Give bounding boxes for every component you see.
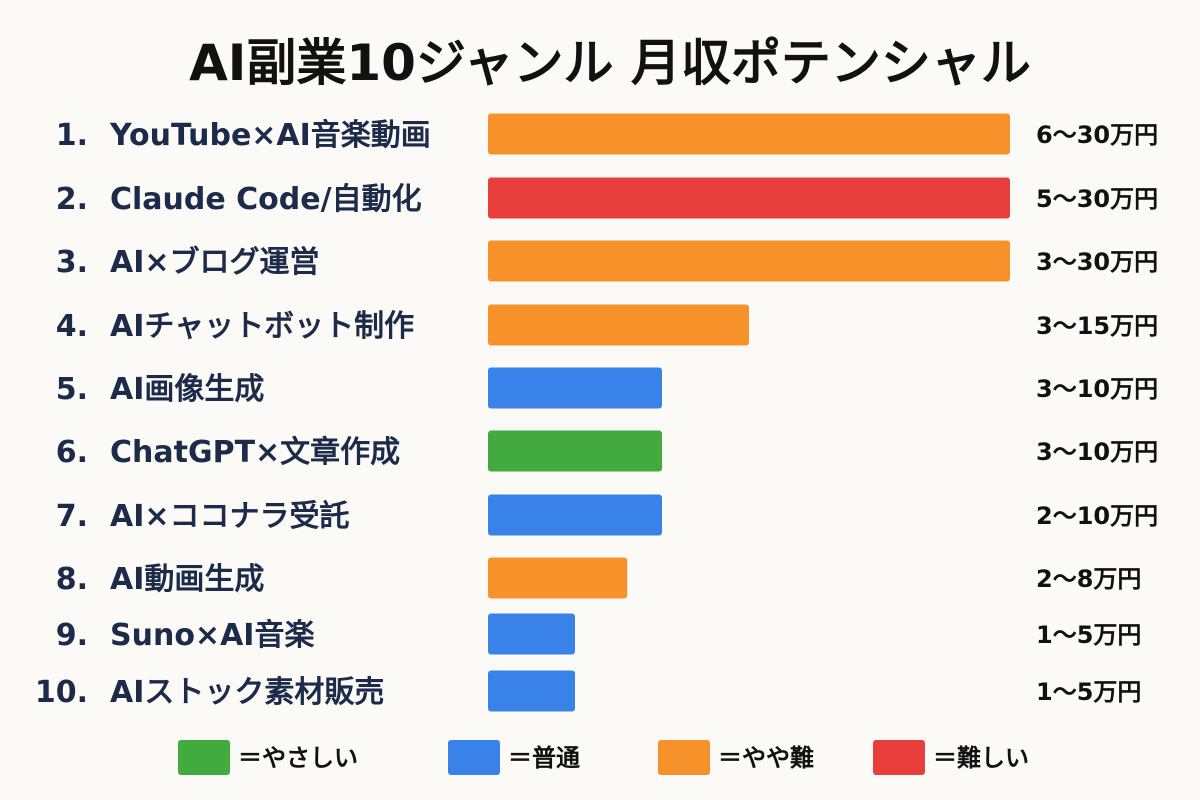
- rank-label: 7.: [56, 499, 88, 534]
- legend: ＝やさしい ＝普通 ＝やや難 ＝難しい: [178, 740, 1029, 775]
- bar: [488, 240, 1010, 282]
- category-label: Suno×AI音楽: [110, 618, 314, 653]
- bar: [488, 177, 1010, 219]
- value-label: 1～5万円: [1036, 621, 1141, 649]
- bar-row: 6. ChatGPT×文章作成 3～10万円: [56, 430, 1158, 472]
- rank-label: 6.: [56, 435, 88, 470]
- legend-label: ＝やや難: [718, 744, 814, 772]
- category-label: AI×ココナラ受託: [110, 499, 350, 534]
- legend-swatch: [178, 740, 230, 775]
- legend-item-orange: ＝やや難: [658, 740, 814, 775]
- bar-row: 4. AIチャットボット制作 3～15万円: [56, 304, 1158, 346]
- value-label: 3～10万円: [1036, 375, 1158, 403]
- legend-swatch: [873, 740, 925, 775]
- legend-swatch: [448, 740, 500, 775]
- legend-label: ＝難しい: [933, 744, 1029, 772]
- value-label: 3～30万円: [1036, 248, 1158, 276]
- legend-label: ＝普通: [508, 744, 580, 772]
- bar: [488, 304, 749, 346]
- bar-row: 3. AI×ブログ運営 3～30万円: [56, 240, 1158, 282]
- rank-label: 3.: [56, 245, 88, 280]
- category-label: AI画像生成: [110, 372, 264, 407]
- value-label: 2～10万円: [1036, 502, 1158, 530]
- legend-item-red: ＝難しい: [873, 740, 1029, 775]
- rank-label: 2.: [56, 182, 88, 217]
- category-label: AIチャットボット制作: [110, 309, 414, 344]
- rank-label: 9.: [56, 618, 88, 653]
- value-label: 2～8万円: [1036, 565, 1141, 593]
- bar-row: 5. AI画像生成 3～10万円: [56, 367, 1158, 409]
- legend-item-green: ＝やさしい: [178, 740, 358, 775]
- category-label: ChatGPT×文章作成: [110, 435, 400, 470]
- bar: [488, 557, 628, 599]
- rank-label: 1.: [56, 118, 88, 153]
- category-label: Claude Code/自動化: [110, 182, 422, 217]
- bar: [488, 430, 662, 472]
- category-label: YouTube×AI音楽動画: [109, 118, 431, 153]
- category-label: AI×ブログ運営: [110, 245, 320, 280]
- chart-title: AI副業10ジャンル 月収ポテンシャル: [189, 34, 1031, 92]
- legend-item-blue: ＝普通: [448, 740, 580, 775]
- value-label: 3～15万円: [1036, 312, 1158, 340]
- value-label: 3～10万円: [1036, 438, 1158, 466]
- category-label: AIストック素材販売: [110, 675, 384, 710]
- bar: [488, 670, 575, 712]
- category-label: AI動画生成: [110, 562, 264, 597]
- bar-row: 2. Claude Code/自動化 5～30万円: [56, 177, 1158, 219]
- value-label: 6～30万円: [1036, 121, 1158, 149]
- value-label: 1～5万円: [1036, 678, 1141, 706]
- bar: [488, 113, 1010, 155]
- bar-rows: 1. YouTube×AI音楽動画 6～30万円 2. Claude Code/自動化 5…: [35, 113, 1158, 712]
- rank-label: 10.: [35, 675, 88, 710]
- bar: [488, 494, 662, 536]
- bar-row: 10. AIストック素材販売 1～5万円: [35, 670, 1141, 712]
- bar-row: 1. YouTube×AI音楽動画 6～30万円: [56, 113, 1158, 155]
- value-label: 5～30万円: [1036, 185, 1158, 213]
- bar: [488, 613, 575, 655]
- legend-label: ＝やさしい: [238, 744, 358, 772]
- legend-swatch: [658, 740, 710, 775]
- bar: [488, 367, 662, 409]
- rank-label: 4.: [56, 309, 88, 344]
- bar-row: 8. AI動画生成 2～8万円: [56, 557, 1141, 599]
- rank-label: 5.: [56, 372, 88, 407]
- bar-row: 9. Suno×AI音楽 1～5万円: [56, 613, 1141, 655]
- bar-row: 7. AI×ココナラ受託 2～10万円: [56, 494, 1158, 536]
- rank-label: 8.: [56, 562, 88, 597]
